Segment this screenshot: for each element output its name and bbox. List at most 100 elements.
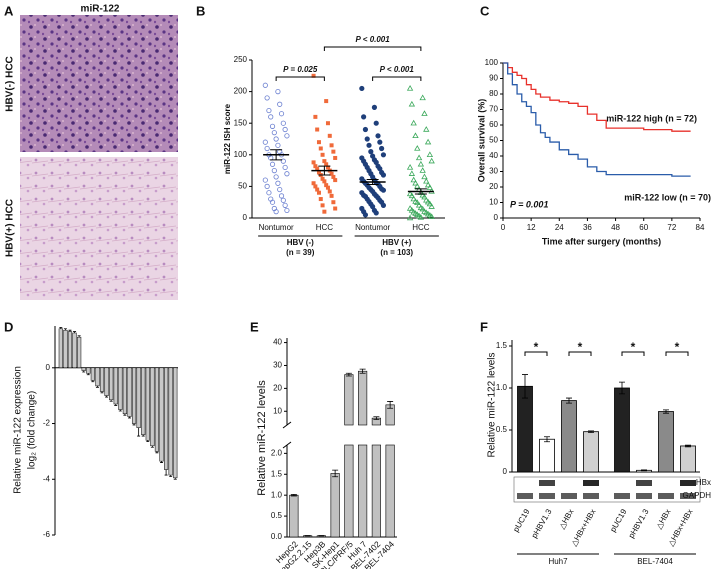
point [278,111,285,117]
error-bar [68,329,72,332]
blot-band [636,493,652,499]
bracket [568,351,592,356]
error-bar [685,444,691,448]
blot-band [539,493,555,499]
point [426,151,434,157]
sem-bar [270,149,283,161]
bar [136,367,141,428]
bar [371,444,381,538]
point [417,213,425,220]
point [329,171,334,176]
bar [131,367,137,424]
error-bar [141,434,145,437]
blot-band [583,480,599,486]
blot-frame [513,476,701,503]
error-bar [73,331,77,333]
error-bar [160,461,164,463]
point [315,127,320,132]
x-tick-label: △HBx [557,508,575,531]
bar [344,374,354,426]
y-axis-label: Relative miR-122 levels [487,352,498,457]
y-tick-label: 30 [489,167,498,176]
error-bar [173,477,177,480]
p-value: P = 0.001 [510,199,548,209]
p-value: P < 0.001 [380,65,415,74]
bracket [323,46,422,51]
significance: * [631,340,636,354]
bar [561,400,577,473]
point [359,85,365,92]
point [362,126,369,133]
error-bar [77,335,81,338]
blot-label: HBx [696,478,711,487]
bar [99,367,105,392]
error-bar [150,445,154,448]
point [414,199,421,206]
point [313,114,318,119]
blot-band [517,493,533,499]
point [414,145,421,151]
y-tick-label: -6 [43,530,51,539]
point [329,143,334,148]
x-tick-label: 24 [555,223,564,232]
bar [150,367,155,447]
bar [289,494,299,538]
sem-bar [414,188,427,195]
blot-band [636,480,652,486]
y-tick-label: 50 [489,136,498,145]
blot-band [539,480,555,486]
error-bar [109,399,113,402]
bracket [372,76,422,81]
y-tick-label: 90 [489,74,498,83]
point [282,202,288,208]
point [315,166,320,171]
point [313,184,318,189]
point [412,132,419,139]
point [333,155,338,160]
x-tick-label: 36 [583,223,592,232]
y-tick-label: 0 [503,467,508,476]
x-tick-label: pHBV1.3 [627,507,651,540]
point [262,82,268,88]
bar [63,329,68,369]
image-label: HBV(-) HCC [5,56,16,112]
bar [67,331,73,369]
point [406,214,414,221]
point [266,107,272,114]
bracket [524,351,548,356]
point [426,184,434,190]
y-tick-label: -4 [43,474,51,483]
bar [81,367,86,371]
point [417,160,425,167]
point [324,99,329,104]
panel-letter: C [480,3,490,18]
point [428,203,435,209]
bar [145,367,150,441]
point [406,164,414,170]
x-tick-label: 84 [696,223,705,232]
image-label: HBV(+) HCC [5,199,16,257]
y-tick-label: 100 [485,58,499,67]
point [380,172,387,178]
histology-image [20,15,178,152]
x-tick-label: 72 [667,223,676,232]
point [318,146,323,151]
y-tick-label: 0 [243,213,248,222]
y-tick-label: 10 [489,198,498,207]
point [380,187,387,193]
group-label: (n = 39) [286,248,315,257]
bar [344,444,354,538]
point [325,165,330,170]
point [264,145,270,152]
point [408,192,416,199]
bar [127,367,132,417]
blot-label: GAPDH [683,491,712,500]
point [269,199,276,205]
bar [58,328,63,369]
point [273,136,279,142]
significance: * [675,340,680,354]
y-tick-label: 250 [234,55,248,64]
bar [517,385,533,473]
error-bar [95,385,99,388]
blot-band [658,493,674,499]
